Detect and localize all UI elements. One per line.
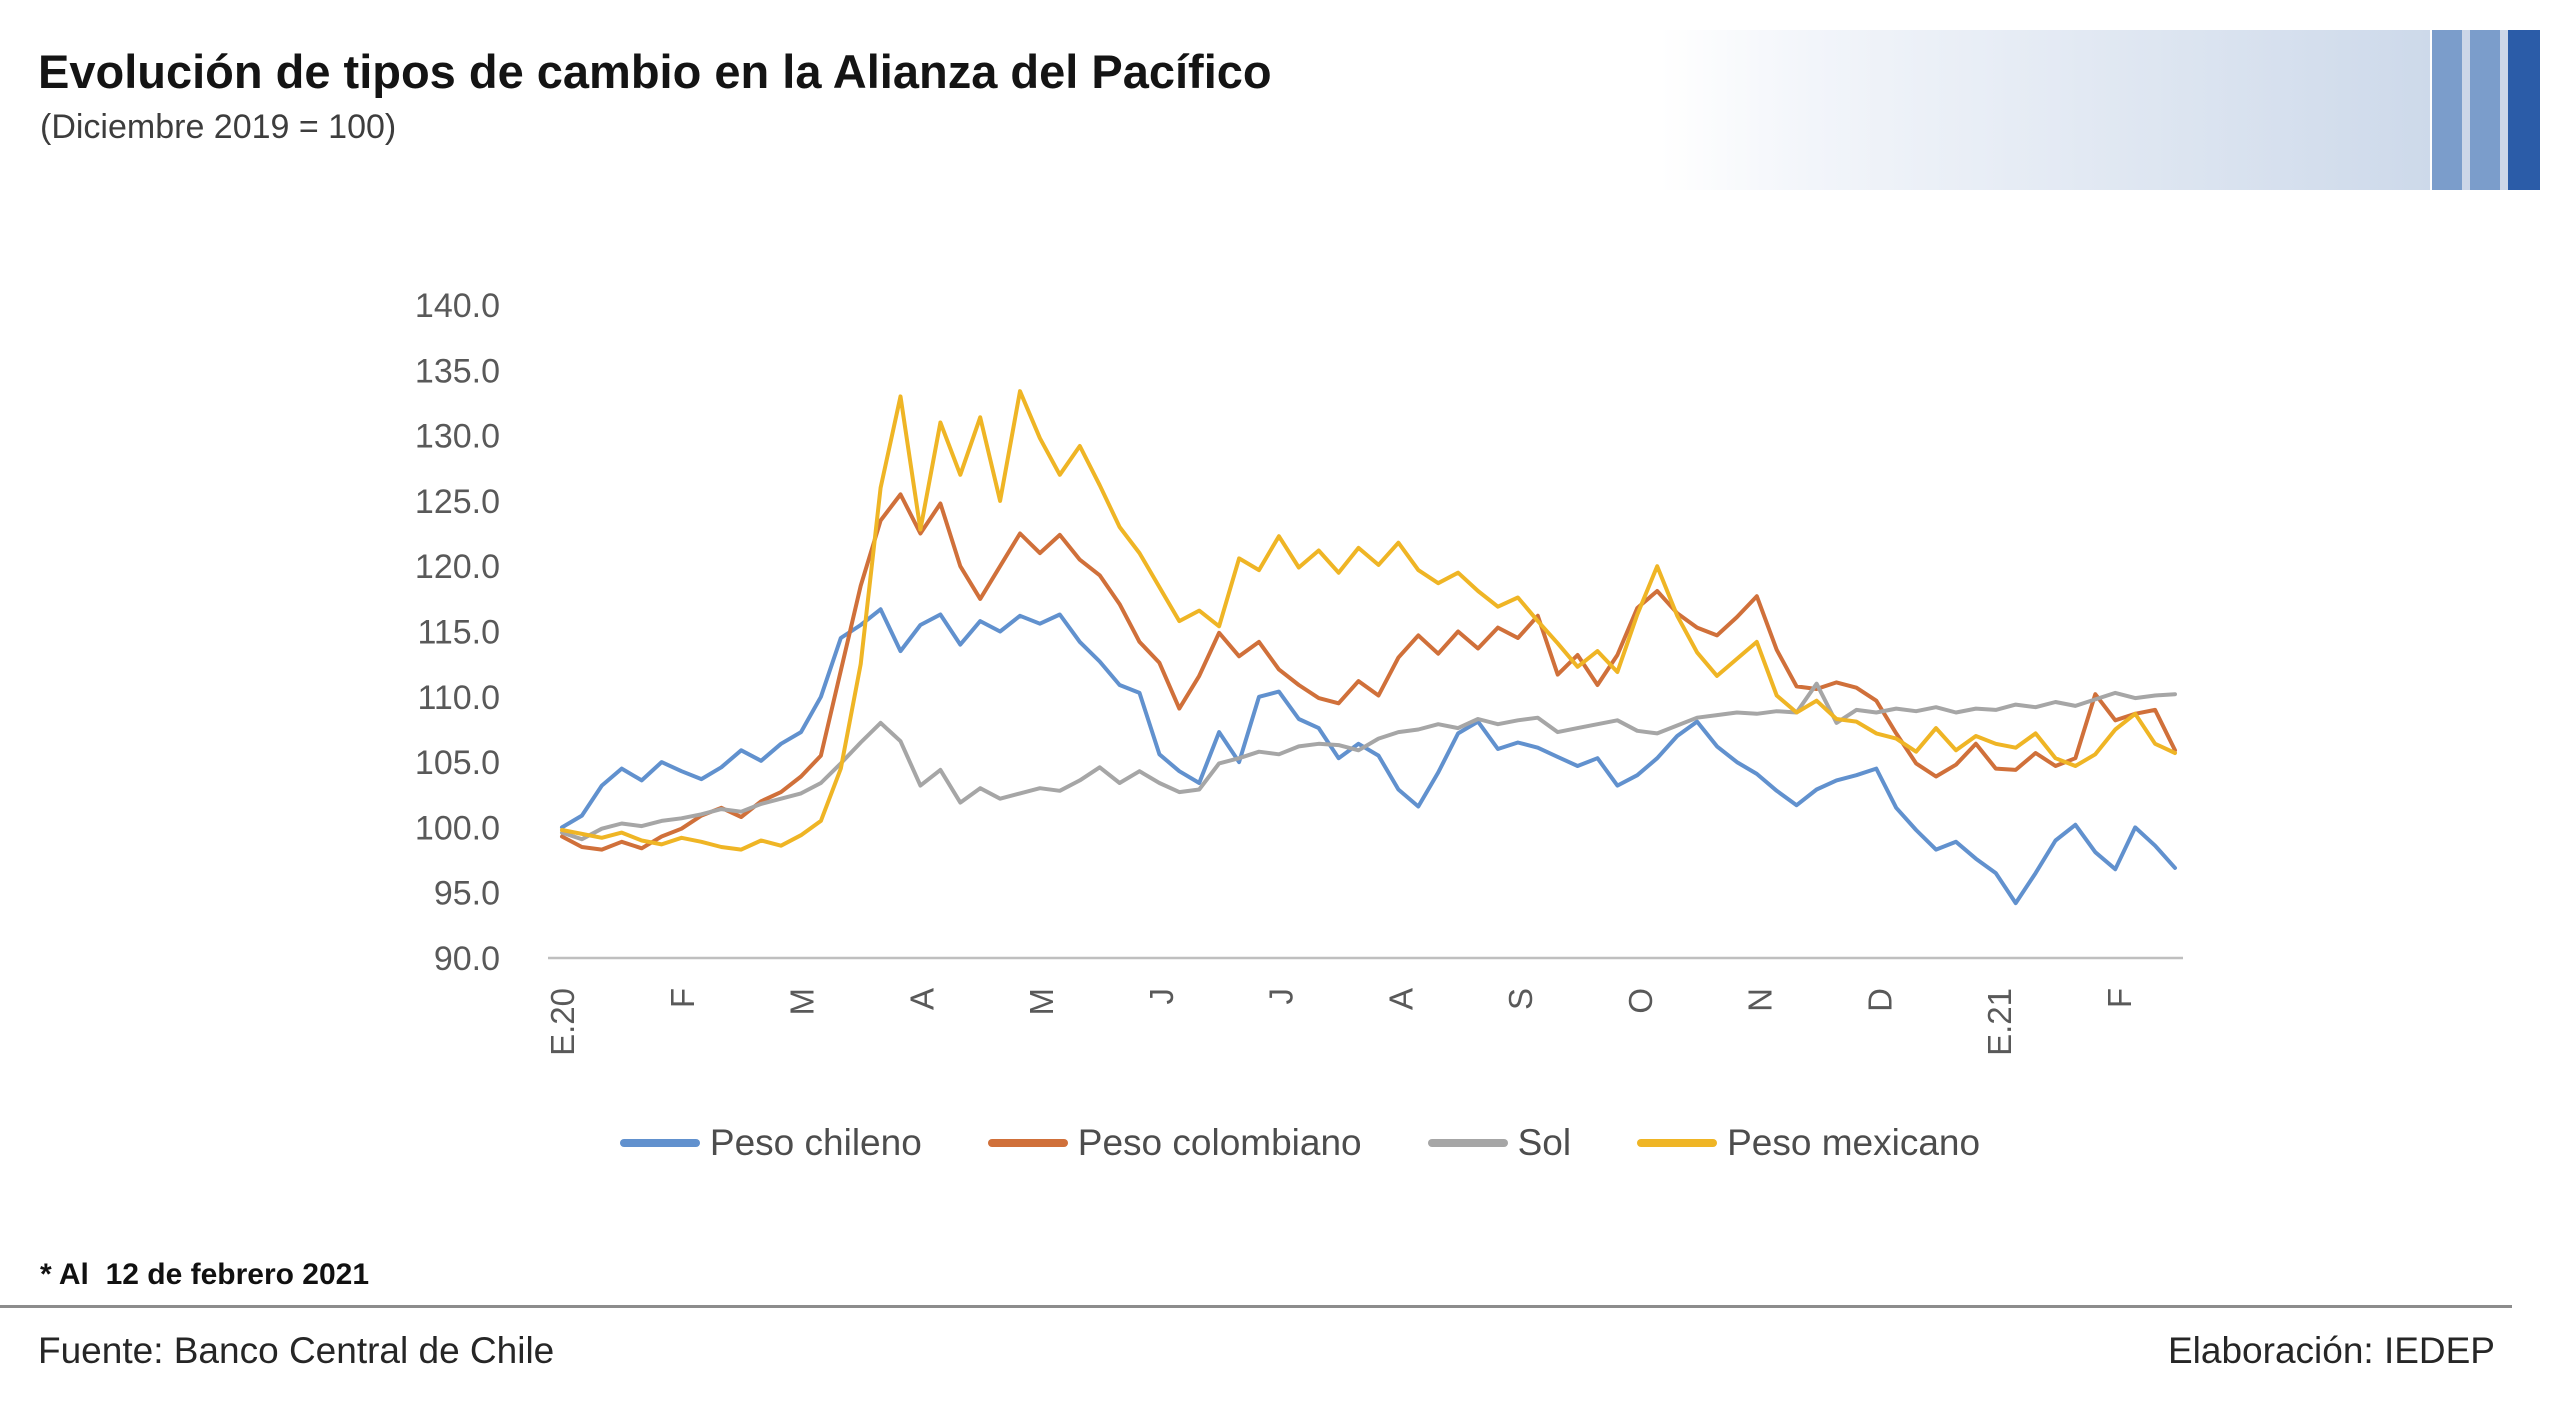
- y-axis-tick-label: 110.0: [417, 679, 500, 717]
- y-axis-tick-label: 120.0: [415, 548, 500, 586]
- y-axis-tick-label: 130.0: [415, 418, 500, 456]
- x-axis-tick-label: J: [1263, 988, 1300, 1005]
- legend-item-peso-mexicano: Peso mexicano: [1637, 1122, 1980, 1164]
- legend-item-sol: Sol: [1427, 1122, 1572, 1164]
- source-text: Fuente: Banco Central de Chile: [38, 1330, 555, 1371]
- banner-stripe-2: [2470, 30, 2500, 190]
- y-axis-tick-label: 115.0: [417, 614, 500, 652]
- legend-item-peso-chileno: Peso chileno: [619, 1122, 922, 1164]
- x-axis-tick-label: J: [1143, 988, 1180, 1005]
- series-line-peso-mexicano: [560, 389, 2177, 852]
- series-line-sol: [560, 681, 2177, 842]
- decorative-banner: [1660, 30, 2540, 190]
- legend-label: Peso colombiano: [1077, 1122, 1362, 1163]
- chart-title: Evolución de tipos de cambio en la Alian…: [38, 45, 1272, 98]
- elaboration-text: Elaboración: IEDEP: [2167, 1330, 2495, 1371]
- banner-stripe-3: [2508, 30, 2540, 190]
- y-axis-tick-label: 135.0: [415, 352, 500, 390]
- x-axis-tick-label: F: [2101, 988, 2138, 1008]
- x-axis-tick-label: E.20: [544, 988, 581, 1056]
- banner-gradient: [1660, 30, 2430, 190]
- legend-label: Peso mexicano: [1727, 1122, 1981, 1163]
- y-axis-tick-label: 95.0: [434, 875, 500, 913]
- legend-item-peso-colombiano: Peso colombiano: [987, 1122, 1362, 1164]
- footnote: * Al 12 de febrero 2021: [40, 1258, 370, 1291]
- y-axis-tick-label: 90.0: [434, 940, 500, 978]
- x-axis-tick-label: M: [784, 988, 821, 1016]
- x-axis-tick-label: F: [664, 988, 701, 1008]
- legend-swatch-icon: [1637, 1139, 1718, 1147]
- x-axis-tick-label: A: [1382, 988, 1419, 1010]
- chart-subtitle: (Diciembre 2019 = 100): [40, 108, 397, 146]
- banner-gap-2: [2500, 30, 2508, 190]
- legend-swatch-icon: [1427, 1139, 1508, 1147]
- x-axis-tick-label: E.21: [1981, 988, 2018, 1056]
- x-axis-tick-label: M: [1023, 988, 1060, 1016]
- y-axis-tick-label: 100.0: [415, 809, 500, 847]
- banner-gap-1: [2462, 30, 2470, 190]
- y-axis-tick-label: 105.0: [415, 744, 500, 782]
- legend-swatch-icon: [619, 1139, 700, 1147]
- divider-line: [0, 1305, 2512, 1308]
- series-line-peso-colombiano: [560, 492, 2177, 852]
- y-axis-tick-label: 125.0: [415, 483, 500, 521]
- banner-stripe-1: [2432, 30, 2462, 190]
- series-line-peso-chileno: [560, 607, 2177, 906]
- legend-label: Peso chileno: [709, 1122, 922, 1163]
- x-axis-tick-label: S: [1502, 988, 1539, 1010]
- x-axis-tick-label: O: [1622, 988, 1659, 1014]
- legend-label: Sol: [1517, 1122, 1572, 1163]
- x-axis-tick-label: N: [1742, 988, 1779, 1012]
- legend-swatch-icon: [987, 1139, 1068, 1147]
- y-axis-tick-label: 140.0: [415, 287, 500, 325]
- x-axis-tick-label: A: [903, 988, 940, 1010]
- x-axis-tick-label: D: [1861, 988, 1898, 1012]
- chart-legend: Peso chileno Peso colombiano Sol Peso mexic…: [400, 1122, 2200, 1164]
